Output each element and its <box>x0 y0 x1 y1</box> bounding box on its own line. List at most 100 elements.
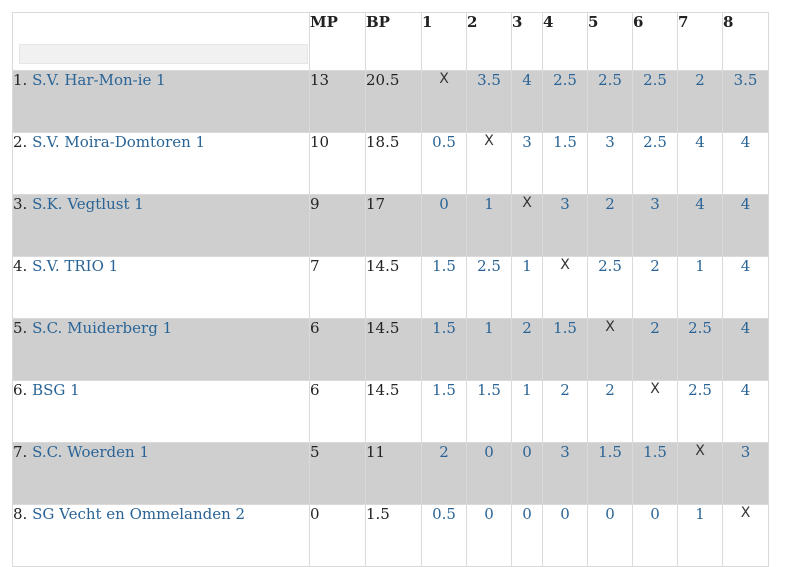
score-link[interactable]: 0 <box>522 505 532 523</box>
score-cell: 2.5 <box>633 71 678 133</box>
score-cell: 1 <box>678 257 723 319</box>
score-link[interactable]: 4 <box>695 195 705 213</box>
team-link[interactable]: SG Vecht en Ommelanden 2 <box>32 505 245 523</box>
score-link[interactable]: 3 <box>522 133 532 151</box>
score-link[interactable]: 1 <box>695 257 705 275</box>
score-cell: 3 <box>588 133 633 195</box>
score-link[interactable]: 1 <box>695 505 705 523</box>
score-link[interactable]: 0 <box>605 505 615 523</box>
score-cell: 2 <box>512 319 543 381</box>
score-link[interactable]: 1 <box>484 195 494 213</box>
score-cell: 1.5 <box>422 257 467 319</box>
match-points-cell: 6 <box>310 319 366 381</box>
column-header-round-2: 2 <box>467 13 512 71</box>
score-link[interactable]: 1.5 <box>598 443 622 461</box>
table-row: 1. S.V. Har-Mon-ie 1 13 20.5 X 3.5 4 2.5 2.5 2.5… <box>13 71 769 133</box>
score-link[interactable]: 2 <box>560 381 570 399</box>
score-link[interactable]: 2 <box>522 319 532 337</box>
team-cell: 8. SG Vecht en Ommelanden 2 <box>13 505 310 567</box>
score-link[interactable]: 2 <box>650 319 660 337</box>
team-link[interactable]: S.C. Muiderberg 1 <box>32 319 172 337</box>
score-link[interactable]: 0 <box>522 443 532 461</box>
score-link[interactable]: 0 <box>439 195 449 213</box>
score-link[interactable]: 2.5 <box>643 71 667 89</box>
score-link[interactable]: 2.5 <box>688 381 712 399</box>
team-link[interactable]: S.V. Har-Mon-ie 1 <box>32 71 166 89</box>
score-link[interactable]: 2.5 <box>553 71 577 89</box>
score-cell: 1 <box>512 257 543 319</box>
score-cell: 2.5 <box>588 257 633 319</box>
score-link[interactable]: 1.5 <box>553 133 577 151</box>
team-cell: 7. S.C. Woerden 1 <box>13 443 310 505</box>
score-link[interactable]: 0 <box>484 443 494 461</box>
team-link[interactable]: S.C. Woerden 1 <box>32 443 149 461</box>
score-cell: 2.5 <box>588 71 633 133</box>
score-link[interactable]: 4 <box>695 133 705 151</box>
score-link[interactable]: 4 <box>741 133 751 151</box>
score-link[interactable]: 3 <box>560 195 570 213</box>
score-link[interactable]: 1.5 <box>432 381 456 399</box>
score-link[interactable]: 3.5 <box>477 71 501 89</box>
self-match-cell: X <box>723 505 769 567</box>
board-points-cell: 1.5 <box>366 505 422 567</box>
board-points-cell: 11 <box>366 443 422 505</box>
table-row: 7. S.C. Woerden 1 5 11 2 0 0 3 1.5 1.5 X 3 <box>13 443 769 505</box>
score-link[interactable]: 2 <box>439 443 449 461</box>
team-cell: 5. S.C. Muiderberg 1 <box>13 319 310 381</box>
score-link[interactable]: 0 <box>484 505 494 523</box>
score-link[interactable]: 3 <box>650 195 660 213</box>
score-link[interactable]: 1 <box>484 319 494 337</box>
table-row: 4. S.V. TRIO 1 7 14.5 1.5 2.5 1 X 2.5 2 1 4 <box>13 257 769 319</box>
score-link[interactable]: 3 <box>741 443 751 461</box>
team-link[interactable]: S.K. Vegtlust 1 <box>32 195 144 213</box>
team-link[interactable]: BSG 1 <box>32 381 80 399</box>
score-link[interactable]: 4 <box>741 381 751 399</box>
score-link[interactable]: 1.5 <box>432 319 456 337</box>
match-points-cell: 7 <box>310 257 366 319</box>
score-link[interactable]: 0 <box>560 505 570 523</box>
score-link[interactable]: 3 <box>605 133 615 151</box>
board-points-cell: 14.5 <box>366 257 422 319</box>
score-link[interactable]: 2.5 <box>598 257 622 275</box>
score-link[interactable]: 4 <box>741 319 751 337</box>
score-cell: 4 <box>678 133 723 195</box>
filter-input[interactable] <box>19 44 308 64</box>
score-link[interactable]: 1.5 <box>432 257 456 275</box>
column-header-round-7: 7 <box>678 13 723 71</box>
score-link[interactable]: 1 <box>522 381 532 399</box>
score-cell: 3 <box>633 195 678 257</box>
rank-label: 6. <box>13 381 27 399</box>
score-link[interactable]: 2 <box>650 257 660 275</box>
team-link[interactable]: S.V. TRIO 1 <box>32 257 118 275</box>
standings-table: MP BP 1 2 3 4 5 6 7 8 1. S.V. Har-Mon-ie 1 13 20.5 X… <box>12 12 769 567</box>
score-link[interactable]: 1.5 <box>553 319 577 337</box>
score-cell: 2.5 <box>678 319 723 381</box>
score-link[interactable]: 0.5 <box>432 133 456 151</box>
score-link[interactable]: 1 <box>522 257 532 275</box>
score-link[interactable]: 4 <box>741 257 751 275</box>
score-link[interactable]: 1.5 <box>643 443 667 461</box>
score-link[interactable]: 2.5 <box>598 71 622 89</box>
score-link[interactable]: 2 <box>605 381 615 399</box>
score-link[interactable]: 2.5 <box>643 133 667 151</box>
score-cell: 3 <box>512 133 543 195</box>
score-link[interactable]: 4 <box>741 195 751 213</box>
column-header-round-3: 3 <box>512 13 543 71</box>
score-cell: 2 <box>588 381 633 443</box>
score-link[interactable]: 0 <box>650 505 660 523</box>
score-link[interactable]: 2 <box>695 71 705 89</box>
score-link[interactable]: 3 <box>560 443 570 461</box>
score-link[interactable]: 3.5 <box>734 71 758 89</box>
score-link[interactable]: 2.5 <box>477 257 501 275</box>
self-match-cell: X <box>512 195 543 257</box>
rank-label: 8. <box>13 505 27 523</box>
team-link[interactable]: S.V. Moira-Domtoren 1 <box>32 133 205 151</box>
match-points-cell: 10 <box>310 133 366 195</box>
score-link[interactable]: 4 <box>522 71 532 89</box>
score-link[interactable]: 2 <box>605 195 615 213</box>
score-cell: 4 <box>678 195 723 257</box>
score-link[interactable]: 0.5 <box>432 505 456 523</box>
score-cell: 2.5 <box>543 71 588 133</box>
score-link[interactable]: 2.5 <box>688 319 712 337</box>
score-link[interactable]: 1.5 <box>477 381 501 399</box>
